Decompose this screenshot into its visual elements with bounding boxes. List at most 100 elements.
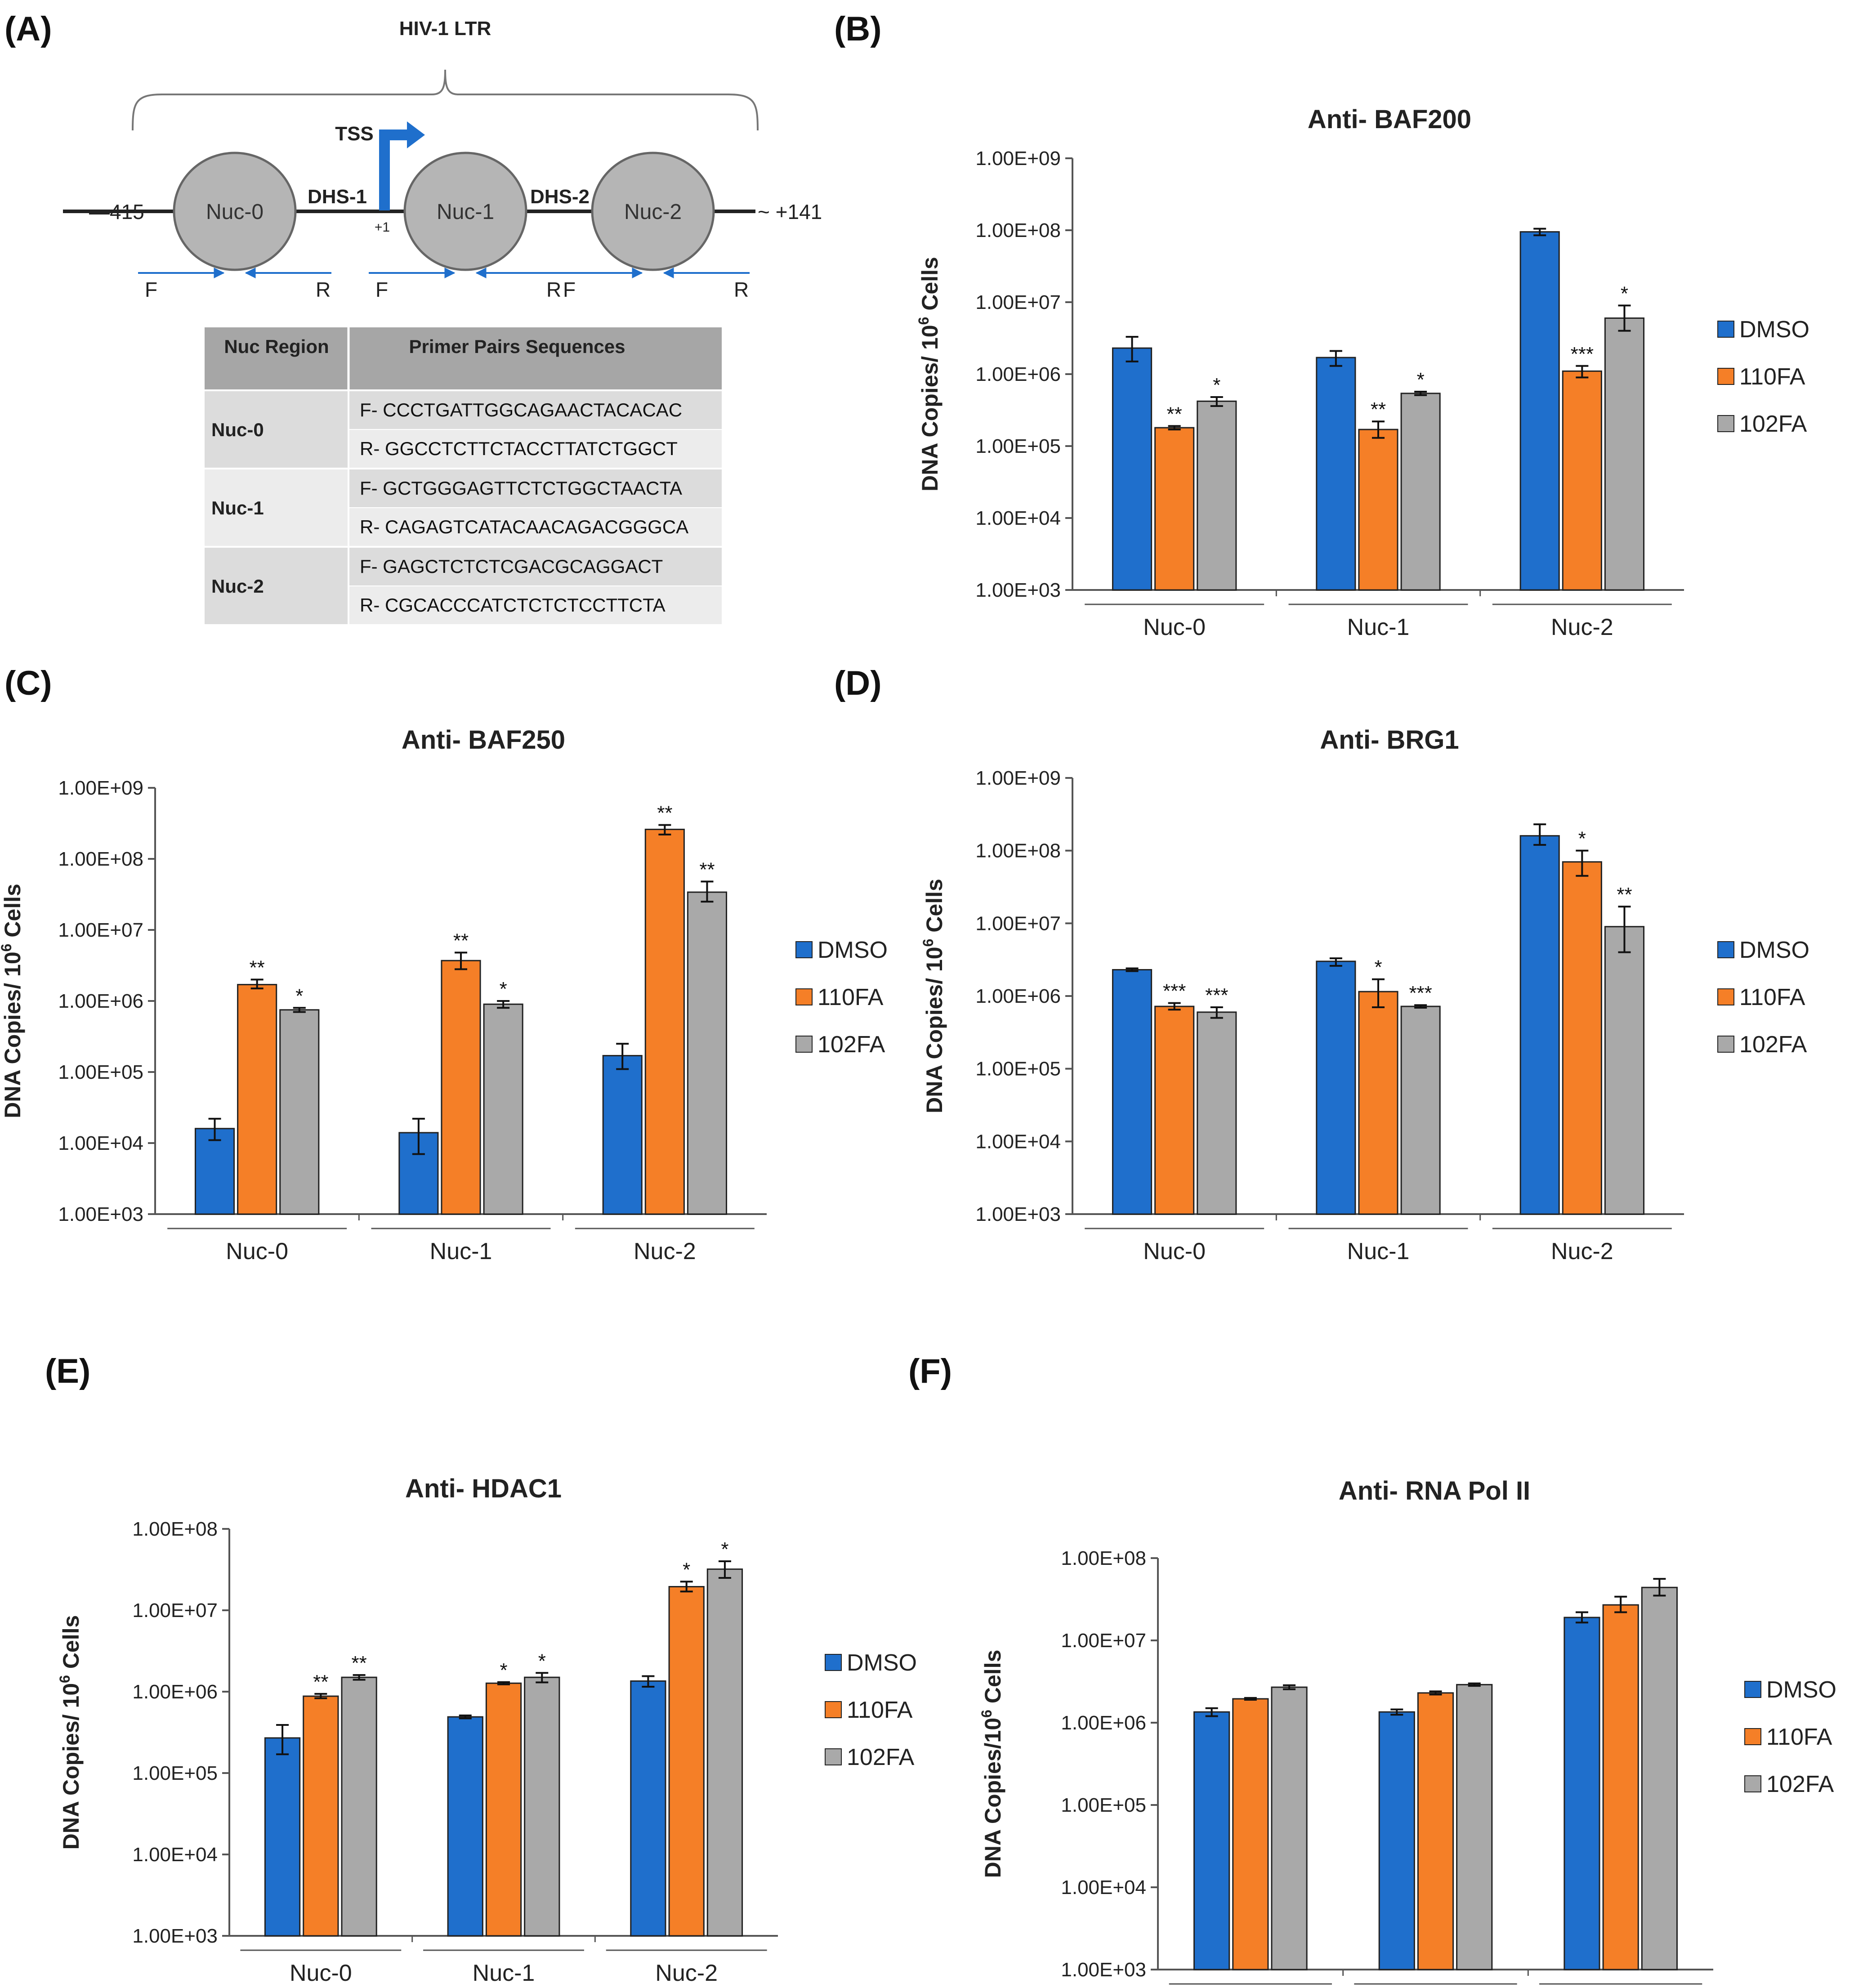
- y-tick-label: 1.00E+08: [132, 1518, 218, 1540]
- y-axis-label: DNA Copies/ 106 Cells: [0, 884, 25, 1118]
- y-tick-label: 1.00E+03: [132, 1925, 218, 1947]
- significance-mark: *: [500, 1659, 507, 1681]
- panel-label: (B): [834, 10, 882, 48]
- table-row-nuc-1: Nuc-1: [211, 497, 264, 518]
- bar-102fa-nuc-0: [1271, 1686, 1308, 1970]
- y-axis-label: DNA Copies/ 106 Cells: [57, 1615, 84, 1850]
- chart-title: Anti- BAF250: [402, 725, 565, 755]
- y-tick-label: 1.00E+05: [58, 1061, 143, 1083]
- x-category-label: Nuc-2: [1551, 614, 1613, 640]
- bar-110fa-nuc-1: [1358, 429, 1398, 591]
- bar-102fa-nuc-1: [1400, 393, 1441, 591]
- legend-label: DMSO: [847, 1650, 917, 1676]
- legend-label: DMSO: [818, 937, 888, 963]
- bar-110fa-nuc-0: [1154, 427, 1195, 591]
- legend-swatch: [1744, 1681, 1761, 1698]
- y-tick-label: 1.00E+08: [975, 219, 1061, 241]
- bar-dmso-nuc-0: [1112, 347, 1153, 591]
- legend-swatch: [1717, 988, 1734, 1005]
- primer-nuc-2-r: R- CGCACCCATCTCTCTCCTTCTA: [360, 594, 666, 616]
- significance-mark: ***: [1163, 980, 1186, 1002]
- bar-dmso-nuc-1: [398, 1132, 439, 1215]
- y-tick-label: 1.00E+05: [132, 1762, 218, 1784]
- bar-dmso-nuc-0: [264, 1737, 301, 1937]
- y-tick-label: 1.00E+06: [975, 363, 1061, 385]
- bar-dmso-nuc-1: [1378, 1711, 1415, 1970]
- bar-110fa-nuc-0: [1154, 1005, 1195, 1215]
- significance-mark: *: [721, 1538, 728, 1560]
- legend-swatch: [795, 1036, 813, 1053]
- significance-mark: **: [657, 802, 672, 824]
- bar-102fa-nuc-0: [341, 1676, 377, 1937]
- y-tick-label: 1.00E+06: [975, 985, 1061, 1007]
- panel-label: (C): [4, 664, 52, 702]
- significance-mark: **: [351, 1652, 366, 1674]
- legend-label: 102FA: [847, 1744, 915, 1770]
- significance-mark: **: [1617, 884, 1632, 906]
- legend-label: 110FA: [818, 984, 884, 1010]
- bar-110fa-nuc-1: [1358, 991, 1398, 1215]
- bar-dmso-nuc-2: [1564, 1617, 1600, 1970]
- bar-110fa-nuc-2: [644, 828, 685, 1215]
- charts-layer: (B) Anti- BAF200 1.00E+03 1.00E+04 1.00E+05 1…: [0, 10, 1836, 1986]
- y-tick-label: 1.00E+06: [58, 990, 143, 1012]
- significance-mark: *: [1621, 282, 1628, 304]
- legend-swatch: [795, 941, 813, 958]
- nucleosome-2: [591, 152, 715, 271]
- significance-mark: *: [1578, 828, 1586, 850]
- panel-label: (D): [834, 664, 882, 702]
- bar-102fa-nuc-1: [1456, 1684, 1493, 1970]
- bar-110fa-nuc-2: [668, 1586, 705, 1937]
- table-header-sequences: Primer Pairs Sequences: [409, 336, 625, 357]
- y-tick-label: 1.00E+09: [975, 767, 1061, 789]
- right-coordinate: ~ +141: [758, 200, 822, 223]
- legend-swatch: [1717, 321, 1734, 338]
- y-tick-label: 1.00E+09: [975, 147, 1061, 170]
- y-tick-label: 1.00E+04: [975, 1130, 1061, 1153]
- y-tick-label: 1.00E+07: [132, 1599, 218, 1622]
- table-header-region: Nuc Region: [224, 336, 329, 357]
- bar-102fa-nuc-2: [1604, 317, 1645, 591]
- bar-dmso-nuc-1: [447, 1716, 483, 1937]
- table-row-nuc-0: Nuc-0: [211, 419, 264, 440]
- bar-110fa-nuc-0: [237, 984, 277, 1215]
- left-coordinate: —415: [89, 200, 144, 223]
- bar-110fa-nuc-2: [1602, 1604, 1639, 1970]
- bar-102fa-nuc-1: [483, 1003, 523, 1215]
- y-tick-label: 1.00E+04: [1061, 1876, 1146, 1899]
- bar-102fa-nuc-1: [1400, 1005, 1441, 1215]
- bar-dmso-nuc-1: [1316, 960, 1356, 1215]
- x-category-label: Nuc-2: [1551, 1238, 1613, 1264]
- bar-dmso-nuc-2: [1519, 835, 1560, 1215]
- y-tick-label: 1.00E+04: [58, 1132, 143, 1154]
- nuc-2-label: Nuc-2: [624, 200, 682, 224]
- x-category-label: Nuc-1: [1347, 1238, 1410, 1264]
- x-category-label: Nuc-0: [1143, 1238, 1206, 1264]
- significance-mark: ***: [1409, 982, 1432, 1004]
- significance-mark: **: [1167, 403, 1182, 425]
- ltr-diagram: HIV-1 LTR —415 ~ +141 Nuc-0 Nuc-1 Nuc-2 …: [63, 18, 822, 301]
- legend-swatch: [1717, 368, 1734, 385]
- legend-swatch: [825, 1654, 842, 1671]
- y-tick-label: 1.00E+09: [58, 777, 143, 799]
- chart-d: (D) Anti- BRG1 1.00E+03 1.00E+04 1.00E+05 1.0…: [834, 664, 1809, 1264]
- primer-nuc-0-f: F- CCCTGATTGGCAGAACTACACAC: [360, 399, 682, 420]
- y-tick-label: 1.00E+03: [58, 1203, 143, 1225]
- significance-mark: *: [500, 978, 507, 1000]
- nuc-0-label: Nuc-0: [206, 200, 264, 224]
- legend-label: 102FA: [818, 1032, 885, 1058]
- bar-102fa-nuc-1: [524, 1676, 560, 1937]
- legend-label: DMSO: [1739, 937, 1809, 963]
- primer-f-label: F: [145, 278, 157, 301]
- legend-swatch: [795, 988, 813, 1005]
- y-tick-label: 1.00E+05: [975, 1058, 1061, 1080]
- chart-e: (E) Anti- HDAC1 1.00E+03 1.00E+04 1.00E+05 1.…: [45, 1352, 917, 1986]
- panel-label: (F): [908, 1352, 952, 1390]
- bar-dmso-nuc-2: [630, 1680, 666, 1937]
- ltr-brace: [132, 69, 759, 131]
- legend-label: 102FA: [1739, 411, 1807, 437]
- significance-mark: **: [313, 1671, 328, 1693]
- tss-label: TSS: [335, 123, 374, 145]
- y-axis-label: DNA Copies/ 106 Cells: [916, 257, 943, 491]
